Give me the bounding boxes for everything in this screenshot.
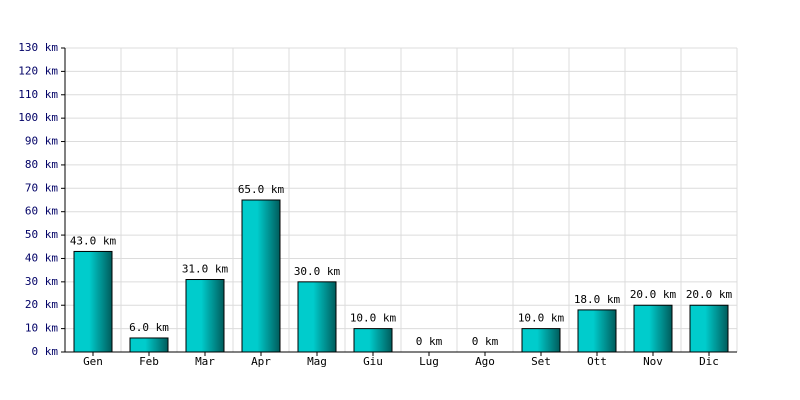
value-label: 31.0 km bbox=[182, 263, 229, 276]
y-tick-label: 30 km bbox=[25, 275, 58, 288]
y-tick-label: 90 km bbox=[25, 135, 58, 148]
x-tick-label: Set bbox=[531, 355, 551, 368]
x-tick-label: Apr bbox=[251, 355, 271, 368]
y-tick-label: 110 km bbox=[18, 88, 58, 101]
bar-shade bbox=[690, 305, 728, 352]
value-label: 20.0 km bbox=[630, 288, 677, 301]
value-label: 10.0 km bbox=[518, 312, 565, 325]
x-tick-label: Nov bbox=[643, 355, 663, 368]
value-label: 30.0 km bbox=[294, 265, 341, 278]
x-tick-label: Feb bbox=[139, 355, 159, 368]
value-label: 10.0 km bbox=[350, 312, 397, 325]
y-tick-label: 130 km bbox=[18, 41, 58, 54]
x-tick-label: Gen bbox=[83, 355, 103, 368]
y-tick-label: 70 km bbox=[25, 181, 58, 194]
y-tick-label: 60 km bbox=[25, 205, 58, 218]
y-tick-label: 20 km bbox=[25, 298, 58, 311]
bar-shade bbox=[298, 281, 336, 352]
value-label: 20.0 km bbox=[686, 288, 733, 301]
bar-shade bbox=[186, 279, 224, 352]
bar-shade bbox=[578, 309, 616, 352]
y-tick-label: 0 km bbox=[32, 345, 59, 358]
y-tick-label: 50 km bbox=[25, 228, 58, 241]
y-tick-label: 80 km bbox=[25, 158, 58, 171]
x-tick-label: Lug bbox=[419, 355, 439, 368]
y-tick-label: 10 km bbox=[25, 322, 58, 335]
y-tick-label: 100 km bbox=[18, 111, 58, 124]
y-tick-label: 120 km bbox=[18, 64, 58, 77]
x-tick-label: Mar bbox=[195, 355, 215, 368]
x-tick-label: Ago bbox=[475, 355, 495, 368]
value-label: 6.0 km bbox=[129, 321, 169, 334]
x-tick-label: Ott bbox=[587, 355, 607, 368]
bar-shade bbox=[354, 328, 392, 352]
y-tick-label: 40 km bbox=[25, 251, 58, 264]
x-tick-label: Dic bbox=[699, 355, 719, 368]
value-label: 0 km bbox=[416, 335, 443, 348]
bar-shade bbox=[242, 200, 280, 352]
bar-shade bbox=[522, 328, 560, 352]
bar-shade bbox=[634, 305, 672, 352]
value-label: 0 km bbox=[472, 335, 499, 348]
value-label: 65.0 km bbox=[238, 183, 285, 196]
x-tick-label: Giu bbox=[363, 355, 383, 368]
bar-shade bbox=[74, 251, 112, 352]
bar-shade bbox=[130, 337, 168, 352]
value-label: 18.0 km bbox=[574, 293, 621, 306]
value-label: 43.0 km bbox=[70, 234, 117, 247]
x-tick-label: Mag bbox=[307, 355, 327, 368]
